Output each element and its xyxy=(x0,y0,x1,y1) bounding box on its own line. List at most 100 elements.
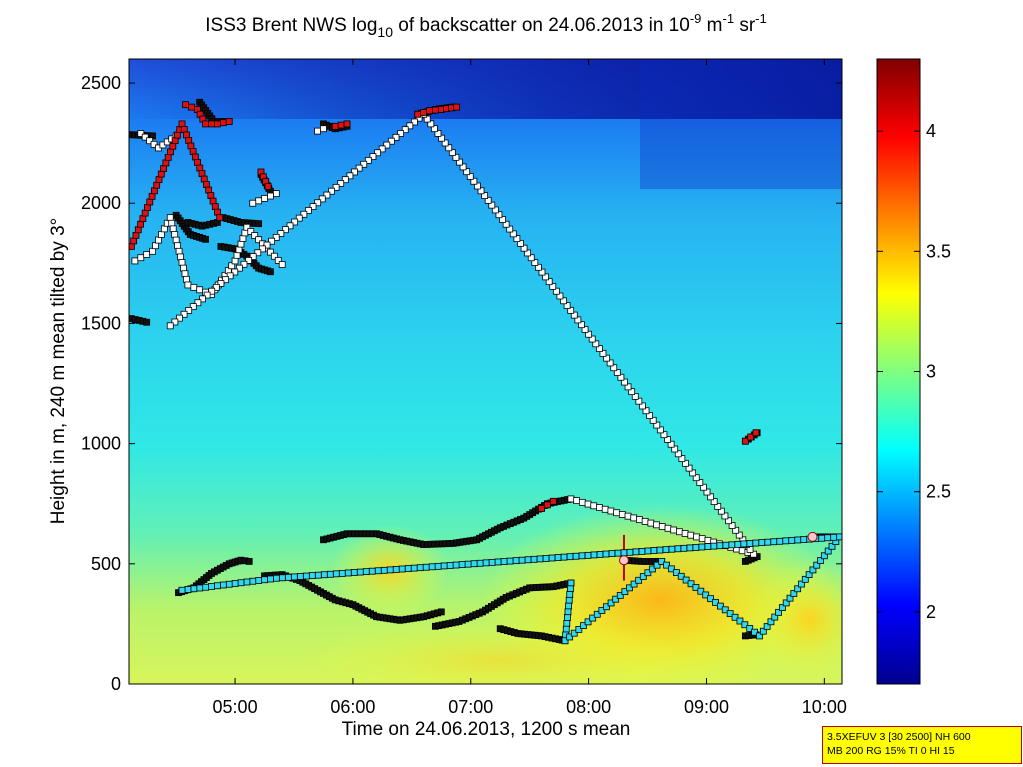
cyan-marker-0-181 xyxy=(184,586,192,593)
cyan-marker-0-48 xyxy=(741,621,749,629)
cyan-marker-0-23 xyxy=(621,588,629,596)
white-marker-4-20 xyxy=(681,530,689,537)
cyan-marker-0-150 xyxy=(368,567,376,575)
cyan-marker-0-25 xyxy=(630,580,638,588)
red-marker-4-18 xyxy=(169,142,177,150)
red-marker-4-34 xyxy=(205,186,213,194)
white-marker-4-24 xyxy=(704,536,712,544)
cyan-marker-0-84 xyxy=(764,538,772,546)
red-marker-4-6 xyxy=(141,209,149,217)
cyan-marker-0-69 xyxy=(824,547,832,555)
colorbar-gradient-bar xyxy=(876,58,921,685)
cyan-marker-0-136 xyxy=(452,561,460,569)
cyan-marker-0-161 xyxy=(302,572,310,580)
cyan-marker-0-60 xyxy=(790,590,798,597)
cyan-marker-0-80 xyxy=(788,537,796,544)
cyan-marker-0-24 xyxy=(626,584,633,592)
white-marker-4-152 xyxy=(291,218,299,226)
red-marker-4-12 xyxy=(155,176,163,184)
pink-marker-1 xyxy=(807,531,818,542)
cyan-marker-0-36 xyxy=(682,576,690,584)
cyan-marker-0-157 xyxy=(326,570,334,578)
cyan-marker-0-92 xyxy=(716,542,724,550)
cyan-marker-0-119 xyxy=(554,554,562,561)
white-marker-4-82 xyxy=(570,311,578,319)
white-marker-4-57 xyxy=(660,431,668,439)
white-marker-2-3 xyxy=(255,197,263,205)
red-marker-4-16 xyxy=(164,153,172,161)
cyan-marker-0-137 xyxy=(446,562,454,569)
white-marker-4-47 xyxy=(696,479,704,486)
white-marker-4-3 xyxy=(584,500,592,508)
cyan-marker-0-109 xyxy=(614,549,622,557)
white-marker-0-41 xyxy=(255,236,263,244)
cyan-marker-0-170 xyxy=(249,577,257,585)
white-marker-4-8 xyxy=(613,509,621,517)
white-marker-4-130 xyxy=(392,133,400,141)
white-marker-4-98 xyxy=(513,235,521,243)
white-marker-4-66 xyxy=(628,388,636,396)
red-marker-4-29 xyxy=(194,159,201,166)
x-tick-label-0: 05:00 xyxy=(213,697,258,717)
white-marker-4-166 xyxy=(226,272,234,280)
cyan-marker-0-135 xyxy=(458,561,466,568)
white-marker-4-127 xyxy=(406,122,414,130)
white-marker-4-7 xyxy=(607,507,615,515)
red-marker-4-8 xyxy=(146,198,154,206)
cyan-marker-0-100 xyxy=(668,545,676,553)
white-marker-0-34 xyxy=(235,246,243,254)
cyan-marker-0-32 xyxy=(663,561,670,569)
white-marker-3-0 xyxy=(314,127,321,135)
white-marker-0-18 xyxy=(180,264,187,272)
white-marker-4-19 xyxy=(676,528,683,536)
title-unit1: m xyxy=(701,15,722,36)
white-marker-4-151 xyxy=(295,214,303,222)
white-marker-4-61 xyxy=(646,412,653,419)
white-marker-0-16 xyxy=(177,253,184,261)
title-unit2: sr xyxy=(734,15,756,36)
cyan-marker-0-134 xyxy=(464,560,472,568)
cyan-marker-0-87 xyxy=(746,540,754,547)
cyan-marker-0-89 xyxy=(734,540,742,548)
white-marker-0-14 xyxy=(174,242,182,250)
white-marker-4-149 xyxy=(305,207,312,214)
cyan-marker-0-61 xyxy=(794,585,802,593)
white-marker-4-99 xyxy=(509,230,517,238)
red-marker-4-32 xyxy=(200,175,208,183)
white-marker-4-176 xyxy=(180,310,188,318)
red-marker-4-20 xyxy=(174,131,181,139)
cyan-marker-0-19 xyxy=(603,603,610,611)
white-marker-4-134 xyxy=(374,149,381,157)
red-marker-3-0 xyxy=(414,110,422,118)
white-marker-4-51 xyxy=(682,459,689,467)
cyan-marker-0-58 xyxy=(782,599,790,607)
white-marker-4-22 xyxy=(693,533,700,541)
red-marker-4-24 xyxy=(183,131,190,139)
white-marker-0-23 xyxy=(196,286,204,294)
white-marker-4-63 xyxy=(639,402,646,410)
title-sub: 10 xyxy=(377,24,393,40)
white-marker-4-44 xyxy=(707,493,714,501)
white-marker-4-146 xyxy=(318,195,326,203)
red-marker-3-7 xyxy=(453,103,461,111)
cyan-marker-0-90 xyxy=(728,541,736,549)
cyan-marker-0-116 xyxy=(572,552,580,560)
cyan-marker-0-104 xyxy=(644,547,652,555)
cyan-marker-0-75 xyxy=(818,534,826,542)
cyan-marker-0-73 xyxy=(830,533,838,541)
x-tick-label-1: 06:00 xyxy=(330,697,375,717)
layer-marker-1-54 xyxy=(437,608,445,616)
layer-marker-0-24 xyxy=(245,558,253,565)
white-marker-4-1 xyxy=(573,497,581,505)
cyan-marker-0-111 xyxy=(602,550,610,558)
red-marker-0-0 xyxy=(182,101,189,109)
cyan-marker-0-171 xyxy=(243,578,251,586)
y-tick-label-4: 2000 xyxy=(81,193,121,213)
cyan-marker-0-115 xyxy=(578,552,586,560)
cyan-marker-0-7 xyxy=(563,620,571,627)
white-marker-4-103 xyxy=(495,211,503,219)
white-marker-0-38 xyxy=(243,223,251,231)
colorbar-tick-label-1: 2.5 xyxy=(926,482,951,502)
white-marker-4-102 xyxy=(499,216,506,223)
heatmap-dark-streak xyxy=(640,59,842,189)
